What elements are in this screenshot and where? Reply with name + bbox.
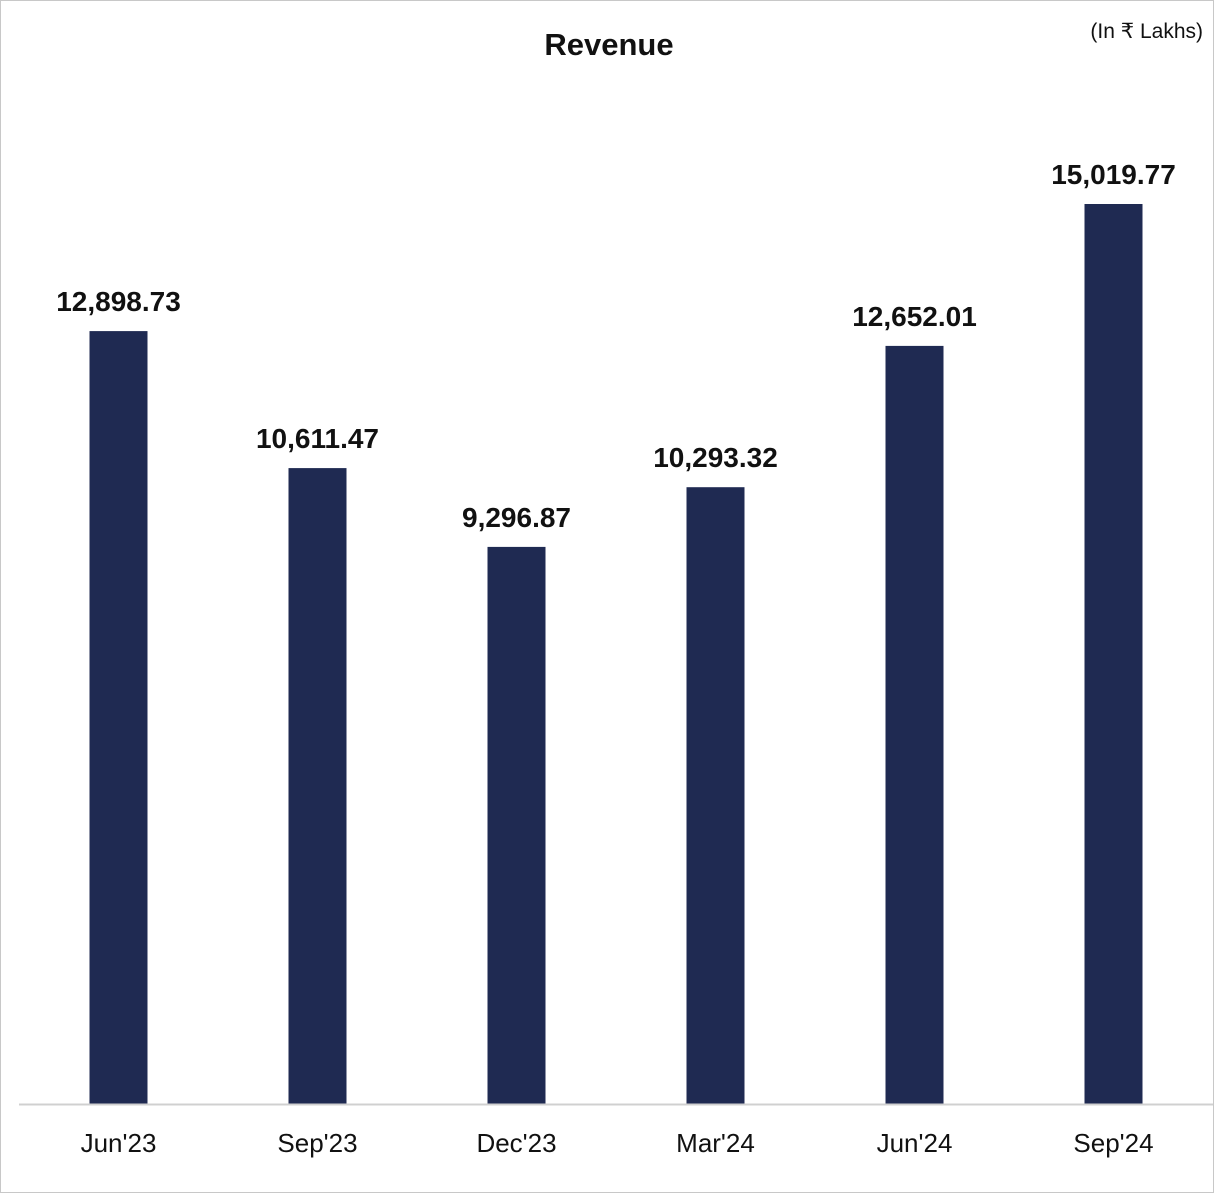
x-tick-label-3: Mar'24 xyxy=(676,1128,755,1158)
x-tick-label-2: Dec'23 xyxy=(476,1128,556,1158)
chart-title: Revenue xyxy=(544,27,673,62)
bar-0 xyxy=(89,331,148,1105)
data-label-1: 10,611.47 xyxy=(256,423,379,454)
data-label-4: 12,652.01 xyxy=(852,301,977,332)
data-label-0: 12,898.73 xyxy=(56,286,181,317)
bar-2 xyxy=(487,546,546,1104)
data-label-3: 10,293.32 xyxy=(653,442,778,473)
x-tick-label-5: Sep'24 xyxy=(1073,1128,1153,1158)
x-tick-label-1: Sep'23 xyxy=(277,1128,357,1158)
x-tick-labels-group: Jun'23 Sep'23 Dec'23 Mar'24 Jun'24 Sep'24 xyxy=(81,1128,1154,1158)
bars-group xyxy=(89,204,1143,1105)
data-label-5: 15,019.77 xyxy=(1051,159,1176,190)
data-labels-group: 12,898.73 10,611.47 9,296.87 10,293.32 12,65… xyxy=(56,159,1176,533)
x-tick-label-4: Jun'24 xyxy=(877,1128,953,1158)
bar-1 xyxy=(288,468,347,1105)
bar-3 xyxy=(686,487,745,1104)
data-label-2: 9,296.87 xyxy=(462,502,571,533)
x-tick-label-0: Jun'23 xyxy=(81,1128,157,1158)
unit-note: (In ₹ Lakhs) xyxy=(1090,20,1203,43)
bar-5 xyxy=(1084,204,1143,1104)
bar-4 xyxy=(885,345,944,1104)
